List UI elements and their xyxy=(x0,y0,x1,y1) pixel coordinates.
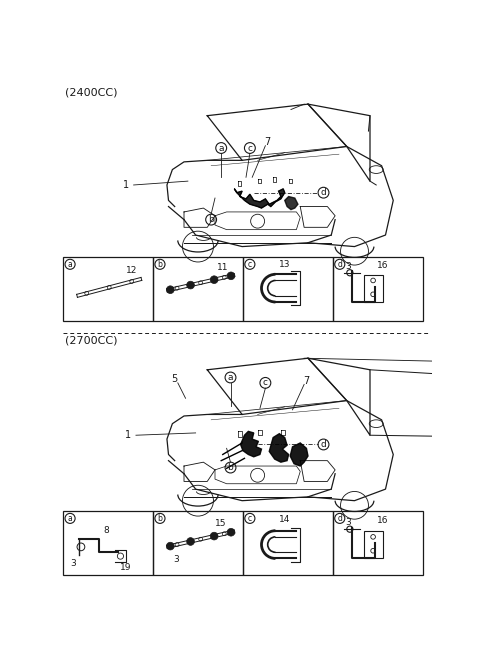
Circle shape xyxy=(210,532,218,540)
Text: 5: 5 xyxy=(171,374,178,384)
Text: b: b xyxy=(208,215,214,224)
Text: 19: 19 xyxy=(120,563,132,572)
Text: b: b xyxy=(228,463,233,472)
Text: 3: 3 xyxy=(70,560,76,568)
Polygon shape xyxy=(234,189,285,208)
Bar xyxy=(364,531,383,558)
Text: a: a xyxy=(68,514,72,523)
Bar xyxy=(63,257,153,321)
Text: (2400CC): (2400CC) xyxy=(65,88,117,98)
Bar xyxy=(243,257,333,321)
Text: 3: 3 xyxy=(173,555,179,564)
Bar xyxy=(63,512,153,575)
Text: 14: 14 xyxy=(279,516,290,524)
Circle shape xyxy=(227,528,235,536)
Bar xyxy=(153,257,243,321)
Text: 16: 16 xyxy=(377,516,389,525)
Text: c: c xyxy=(248,514,252,523)
Text: 13: 13 xyxy=(279,260,290,269)
Text: c: c xyxy=(248,260,252,269)
Circle shape xyxy=(187,281,194,289)
Text: d: d xyxy=(337,514,342,523)
Text: (2700CC): (2700CC) xyxy=(65,336,117,346)
Ellipse shape xyxy=(369,420,383,428)
Text: d: d xyxy=(337,260,342,269)
Text: d: d xyxy=(321,188,326,197)
Polygon shape xyxy=(269,434,288,462)
Bar xyxy=(243,512,333,575)
Text: 12: 12 xyxy=(126,266,137,275)
Bar xyxy=(364,275,383,302)
Text: 3: 3 xyxy=(346,262,351,271)
Polygon shape xyxy=(240,432,262,457)
Text: 11: 11 xyxy=(217,263,228,272)
Bar xyxy=(333,257,423,321)
Bar xyxy=(153,512,243,575)
Text: 15: 15 xyxy=(216,518,227,527)
Text: c: c xyxy=(263,379,268,388)
Text: 7: 7 xyxy=(303,375,310,386)
Text: 1: 1 xyxy=(123,180,129,190)
Ellipse shape xyxy=(369,166,383,173)
Text: 8: 8 xyxy=(104,526,109,535)
Circle shape xyxy=(227,272,235,279)
Text: 3: 3 xyxy=(346,518,351,527)
Circle shape xyxy=(167,543,174,550)
Polygon shape xyxy=(285,197,298,210)
Polygon shape xyxy=(290,443,308,466)
Circle shape xyxy=(210,276,218,283)
Text: 7: 7 xyxy=(264,137,271,147)
Text: a: a xyxy=(218,144,224,153)
Text: d: d xyxy=(321,440,326,449)
Text: b: b xyxy=(157,260,162,269)
Text: a: a xyxy=(228,373,233,382)
Bar xyxy=(333,512,423,575)
Circle shape xyxy=(187,538,194,545)
Text: 16: 16 xyxy=(377,260,389,270)
Text: c: c xyxy=(247,144,252,153)
Text: b: b xyxy=(157,514,162,523)
Text: a: a xyxy=(68,260,72,269)
Circle shape xyxy=(167,286,174,293)
Text: 1: 1 xyxy=(125,430,131,440)
